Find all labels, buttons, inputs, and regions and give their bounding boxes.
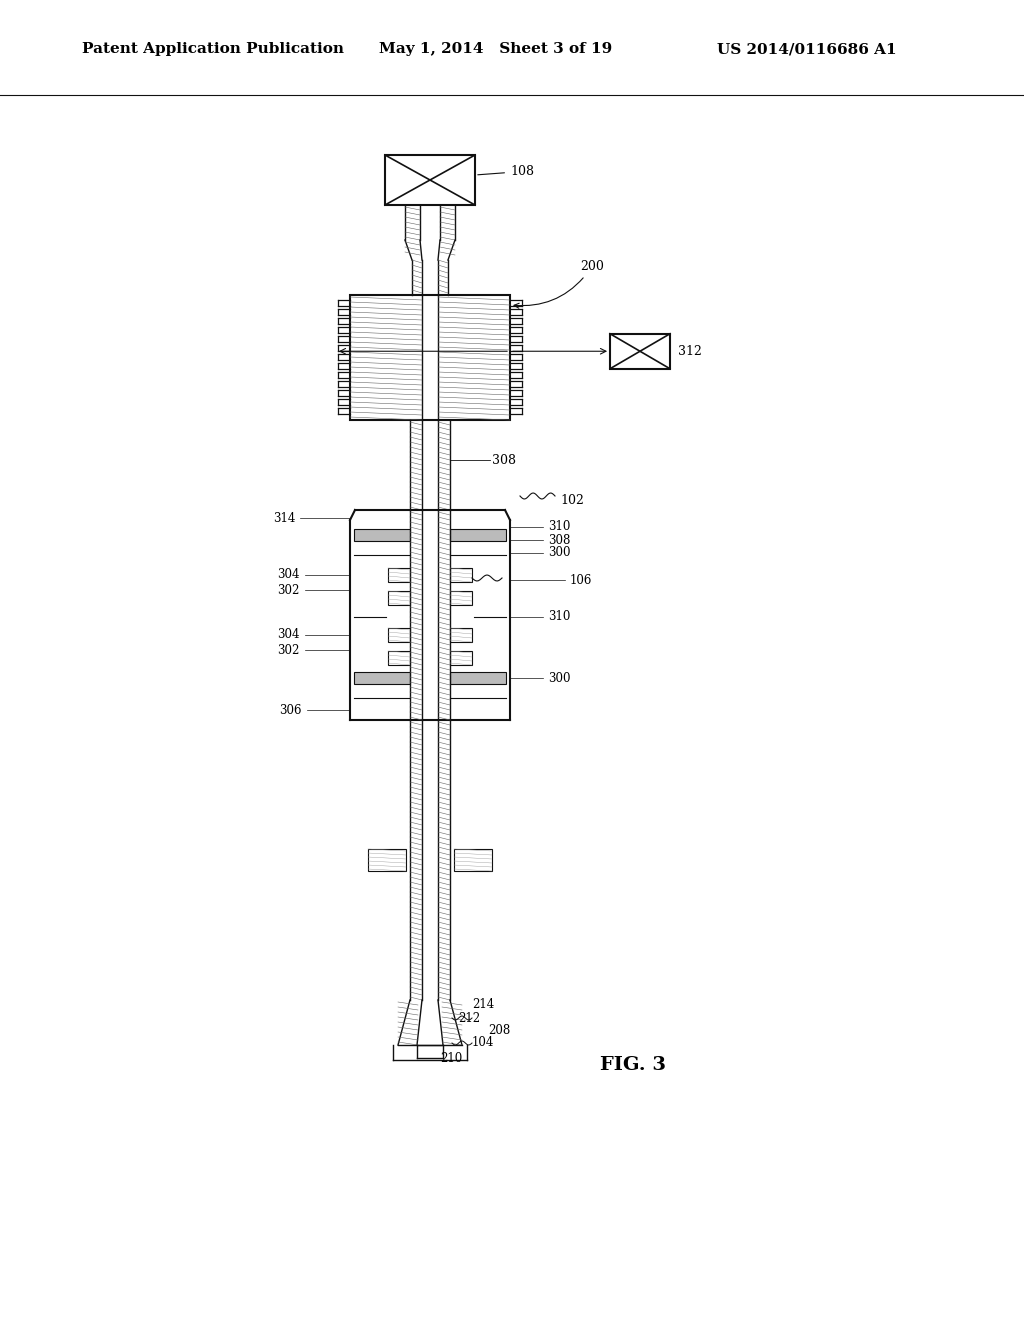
Bar: [450, 591, 472, 605]
Text: 314: 314: [272, 511, 295, 524]
Bar: [450, 672, 506, 684]
Text: US 2014/0116686 A1: US 2014/0116686 A1: [717, 42, 896, 57]
Bar: [610, 334, 670, 368]
Text: 102: 102: [560, 494, 584, 507]
Bar: [388, 568, 410, 582]
Text: 208: 208: [488, 1023, 510, 1036]
Bar: [354, 529, 410, 541]
Bar: [388, 651, 410, 665]
Bar: [454, 849, 492, 871]
Text: 210: 210: [440, 1052, 462, 1064]
Bar: [450, 651, 472, 665]
Text: FIG. 3: FIG. 3: [600, 1056, 666, 1074]
Bar: [368, 849, 406, 871]
Text: 300: 300: [548, 672, 570, 685]
Text: 104: 104: [472, 1036, 495, 1049]
Bar: [450, 628, 472, 642]
Bar: [388, 591, 410, 605]
Text: 302: 302: [278, 583, 300, 597]
Text: 304: 304: [278, 628, 300, 642]
Bar: [385, 154, 475, 205]
Text: 302: 302: [278, 644, 300, 656]
Text: 106: 106: [570, 573, 592, 586]
Text: 304: 304: [278, 569, 300, 582]
Bar: [450, 568, 472, 582]
Text: 214: 214: [472, 998, 495, 1011]
Bar: [350, 294, 510, 420]
Text: 310: 310: [548, 520, 570, 533]
Text: 300: 300: [548, 546, 570, 560]
Bar: [388, 628, 410, 642]
Text: 312: 312: [678, 345, 701, 358]
Text: Patent Application Publication: Patent Application Publication: [82, 42, 344, 57]
Text: 308: 308: [492, 454, 516, 466]
Text: 212: 212: [458, 1011, 480, 1024]
Text: 308: 308: [548, 533, 570, 546]
Text: 306: 306: [280, 704, 302, 717]
Bar: [450, 529, 506, 541]
Text: May 1, 2014   Sheet 3 of 19: May 1, 2014 Sheet 3 of 19: [379, 42, 612, 57]
Text: 108: 108: [478, 165, 534, 178]
Text: 200: 200: [514, 260, 604, 309]
Text: 310: 310: [548, 610, 570, 623]
Bar: [354, 672, 410, 684]
